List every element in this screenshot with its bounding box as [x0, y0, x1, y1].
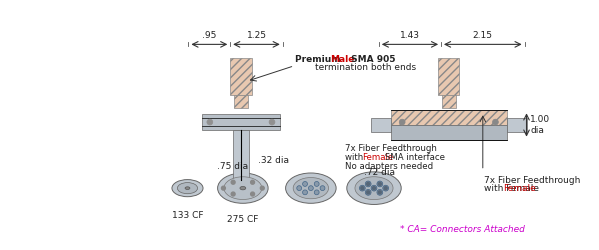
- Text: 133 CF: 133 CF: [172, 212, 203, 220]
- Circle shape: [269, 119, 275, 125]
- Text: Male: Male: [330, 56, 355, 64]
- Ellipse shape: [172, 180, 203, 197]
- Circle shape: [222, 186, 225, 190]
- Circle shape: [207, 119, 213, 125]
- Text: 1.43: 1.43: [400, 32, 420, 40]
- Ellipse shape: [177, 182, 198, 194]
- Bar: [234, 95, 248, 108]
- Circle shape: [379, 182, 382, 186]
- Circle shape: [314, 190, 319, 195]
- Bar: [507, 118, 527, 132]
- Circle shape: [231, 180, 235, 184]
- Text: 1.25: 1.25: [246, 32, 267, 40]
- Bar: [391, 125, 507, 140]
- Circle shape: [297, 186, 302, 190]
- Circle shape: [302, 190, 307, 195]
- Ellipse shape: [347, 172, 401, 204]
- Text: termination both ends: termination both ends: [314, 63, 416, 72]
- Text: .95: .95: [202, 32, 216, 40]
- Circle shape: [359, 185, 365, 191]
- Text: .75 dia: .75 dia: [217, 162, 248, 171]
- Text: Premium: Premium: [295, 56, 344, 64]
- Ellipse shape: [217, 173, 268, 203]
- Bar: [233, 130, 249, 180]
- Circle shape: [231, 192, 235, 196]
- Text: SMA interface: SMA interface: [382, 153, 445, 162]
- Bar: [391, 110, 507, 125]
- Circle shape: [377, 181, 383, 187]
- Circle shape: [379, 191, 382, 194]
- Circle shape: [365, 190, 371, 195]
- Circle shape: [384, 187, 387, 190]
- Text: 7x Fiber Feedthrough: 7x Fiber Feedthrough: [484, 176, 580, 184]
- Bar: [371, 118, 391, 132]
- Circle shape: [492, 119, 498, 125]
- Text: with: with: [345, 153, 366, 162]
- Ellipse shape: [240, 186, 246, 190]
- Ellipse shape: [355, 177, 393, 200]
- Ellipse shape: [224, 177, 262, 200]
- Text: 2.15: 2.15: [473, 32, 493, 40]
- Circle shape: [367, 182, 370, 186]
- Text: 1.00
dia: 1.00 dia: [530, 115, 550, 135]
- Text: with Female: with Female: [484, 184, 539, 193]
- Text: 7x Fiber Feedthrough: 7x Fiber Feedthrough: [345, 144, 437, 154]
- Circle shape: [400, 119, 405, 125]
- Text: .32 dia: .32 dia: [258, 156, 289, 166]
- Circle shape: [367, 191, 370, 194]
- Text: SMA 905: SMA 905: [348, 56, 395, 64]
- Circle shape: [250, 180, 255, 184]
- Circle shape: [261, 186, 264, 190]
- Circle shape: [320, 186, 325, 190]
- Bar: [442, 95, 456, 108]
- Circle shape: [308, 186, 313, 190]
- Circle shape: [302, 182, 307, 186]
- Ellipse shape: [185, 187, 190, 190]
- Circle shape: [365, 181, 371, 187]
- Bar: [230, 58, 252, 95]
- Circle shape: [250, 192, 255, 196]
- Text: 275 CF: 275 CF: [227, 215, 259, 224]
- Bar: [438, 58, 459, 95]
- Circle shape: [383, 185, 389, 191]
- Circle shape: [371, 185, 377, 191]
- Circle shape: [314, 182, 319, 186]
- Circle shape: [361, 187, 364, 190]
- Ellipse shape: [286, 173, 336, 203]
- Text: * CA= Connectors Attached: * CA= Connectors Attached: [400, 225, 525, 234]
- Text: Female: Female: [503, 184, 536, 193]
- Circle shape: [373, 187, 376, 190]
- Text: Female: Female: [362, 153, 394, 162]
- Circle shape: [377, 190, 383, 195]
- Text: No adapters needed: No adapters needed: [345, 162, 433, 171]
- Ellipse shape: [293, 178, 328, 199]
- Bar: [202, 114, 280, 130]
- Text: .72 dia: .72 dia: [364, 168, 395, 177]
